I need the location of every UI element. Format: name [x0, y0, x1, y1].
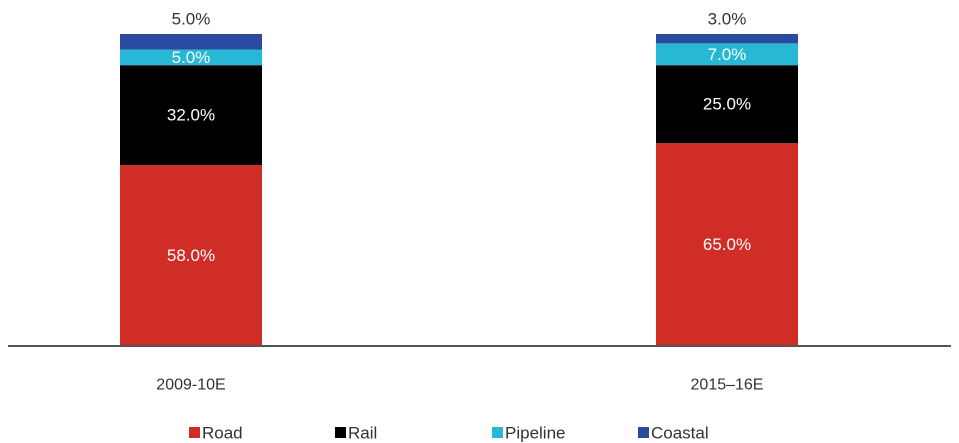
legend-label-pipeline: Pipeline: [505, 424, 566, 443]
bar-segment-coastal-2: [656, 34, 798, 44]
bar-segment-rail-2: [656, 65, 798, 144]
legend-swatch-coastal: [638, 427, 649, 438]
bar-segment-pipeline-1: [120, 49, 262, 66]
legend-label-coastal: Coastal: [651, 424, 709, 443]
data-label-rail-1: 32.0%: [167, 106, 215, 125]
data-labels-layer: 58.0% 32.0% 5.0% 5.0% 65.0% 25.0% 7.0% 3.0%: [167, 10, 751, 266]
bar-segment-rail-1: [120, 65, 262, 166]
data-label-rail-2: 25.0%: [703, 95, 751, 114]
bar-segment-road-1: [120, 165, 262, 346]
data-label-pipeline-2: 7.0%: [708, 45, 747, 64]
x-axis-tick-labels: 2009-10E 2015–16E: [156, 377, 763, 394]
data-label-coastal-2: 3.0%: [708, 10, 747, 29]
data-label-coastal-1: 5.0%: [172, 10, 211, 29]
data-label-road-1: 58.0%: [167, 246, 215, 265]
legend: Road Rail Pipeline Coastal: [189, 424, 709, 443]
x-tick-label-2: 2015–16E: [691, 377, 764, 394]
legend-label-rail: Rail: [348, 424, 377, 443]
bar-segment-coastal-1: [120, 34, 262, 50]
data-label-road-2: 65.0%: [703, 235, 751, 254]
legend-swatch-road: [189, 427, 200, 438]
legend-label-road: Road: [202, 424, 243, 443]
legend-swatch-pipeline: [492, 427, 503, 438]
bar-segment-pipeline-2: [656, 43, 798, 66]
x-tick-label-1: 2009-10E: [156, 377, 225, 394]
data-label-pipeline-1: 5.0%: [172, 48, 211, 67]
legend-swatch-rail: [335, 427, 346, 438]
bar-segment-road-2: [656, 143, 798, 346]
bars-layer: [120, 34, 798, 346]
